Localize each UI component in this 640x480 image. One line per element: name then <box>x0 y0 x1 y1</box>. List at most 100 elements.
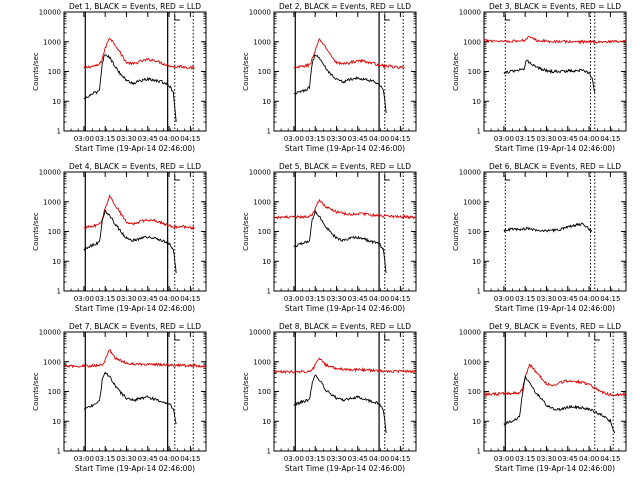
y-tick-label: 10000 <box>249 9 271 17</box>
bracket-glyph <box>594 334 600 341</box>
series-line-lld <box>483 363 627 397</box>
y-tick-label: 1 <box>57 288 61 296</box>
x-tick-label: 03:00 <box>494 295 514 303</box>
x-tick-label: 04:00 <box>369 455 389 463</box>
series-line-lld <box>63 349 207 369</box>
y-tick-label: 100 <box>258 68 271 76</box>
panel-title: Det 1, BLACK = Events, RED = LLD <box>69 2 201 11</box>
series-line-events <box>503 222 593 233</box>
x-axis-label: Start Time (19-Apr-14 02:46:00) <box>75 304 195 313</box>
x-tick-label: 04:15 <box>390 455 410 463</box>
x-tick-label: 03:45 <box>138 455 158 463</box>
panel-title: Det 7, BLACK = Events, RED = LLD <box>69 322 201 331</box>
x-tick-label: 03:30 <box>326 295 346 303</box>
y-tick-label: 1000 <box>253 38 271 46</box>
y-axis-label: Counts/sec <box>452 372 460 411</box>
x-tick-label: 03:30 <box>116 295 136 303</box>
y-tick-label: 10 <box>262 258 271 266</box>
series-line-events <box>83 209 177 274</box>
series-line-lld <box>293 37 405 70</box>
y-axis-label: Counts/sec <box>32 212 40 251</box>
y-tick-label: 1 <box>57 128 61 136</box>
y-tick-label: 10000 <box>249 169 271 177</box>
x-tick-label: 03:15 <box>515 455 535 463</box>
bracket-glyph <box>174 14 180 21</box>
x-tick-label: 03:45 <box>558 295 578 303</box>
x-tick-label: 03:15 <box>515 295 535 303</box>
y-tick-label: 10 <box>52 258 61 266</box>
x-tick-label: 03:45 <box>558 455 578 463</box>
x-tick-label: 03:30 <box>326 135 346 143</box>
y-tick-label: 1 <box>267 448 271 456</box>
x-tick-label: 03:45 <box>138 135 158 143</box>
x-axis-label: Start Time (19-Apr-14 02:46:00) <box>495 144 615 153</box>
y-tick-label: 10 <box>52 418 61 426</box>
y-axis-label: Counts/sec <box>32 52 40 91</box>
x-tick-label: 03:15 <box>95 135 115 143</box>
detector-panel-3: Det 3, BLACK = Events, RED = LLD 1 10 100 10… <box>452 2 627 153</box>
y-tick-label: 10000 <box>39 9 61 17</box>
series-line-events <box>503 59 596 93</box>
x-axis-label: Start Time (19-Apr-14 02:46:00) <box>285 144 405 153</box>
y-tick-label: 100 <box>258 388 271 396</box>
detector-panel-2: Det 2, BLACK = Events, RED = LLD 1 10 100 10… <box>242 2 417 153</box>
bracket-glyph <box>504 174 511 181</box>
x-tick-label: 03:30 <box>326 455 346 463</box>
y-tick-label: 100 <box>48 68 61 76</box>
y-tick-label: 1000 <box>463 198 481 206</box>
series-line-lld <box>273 198 417 220</box>
x-tick-label: 04:00 <box>159 135 179 143</box>
panel-title: Det 8, BLACK = Events, RED = LLD <box>279 322 411 331</box>
detector-panel-5: Det 5, BLACK = Events, RED = LLD 1 10 100 10… <box>242 162 417 313</box>
x-tick-label: 04:00 <box>579 295 599 303</box>
x-tick-label: 04:15 <box>390 295 410 303</box>
y-tick-label: 10 <box>262 418 271 426</box>
x-tick-label: 03:15 <box>515 135 535 143</box>
y-tick-label: 1000 <box>43 358 61 366</box>
x-axis-label: Start Time (19-Apr-14 02:46:00) <box>75 464 195 473</box>
bracket-glyph <box>384 334 390 341</box>
series-line-events <box>293 54 387 114</box>
x-tick-label: 04:00 <box>579 455 599 463</box>
x-tick-label: 03:45 <box>348 135 368 143</box>
bracket-glyph <box>174 334 180 341</box>
panel-title: Det 2, BLACK = Events, RED = LLD <box>279 2 411 11</box>
y-axis-label: Counts/sec <box>452 212 460 251</box>
detector-panel-4: Det 4, BLACK = Events, RED = LLD 1 10 100 10… <box>32 162 207 313</box>
x-tick-label: 03:15 <box>305 135 325 143</box>
x-tick-label: 04:00 <box>159 455 179 463</box>
x-tick-label: 03:45 <box>348 295 368 303</box>
y-tick-label: 10000 <box>39 169 61 177</box>
y-tick-label: 10000 <box>459 9 481 17</box>
x-tick-label: 04:00 <box>579 135 599 143</box>
y-tick-label: 10 <box>472 98 481 106</box>
x-tick-label: 04:15 <box>180 455 200 463</box>
y-tick-label: 1 <box>477 448 481 456</box>
x-tick-label: 03:30 <box>536 295 556 303</box>
x-tick-label: 04:15 <box>600 295 620 303</box>
y-tick-label: 100 <box>258 228 271 236</box>
x-tick-label: 04:15 <box>180 295 200 303</box>
panel-title: Det 3, BLACK = Events, RED = LLD <box>489 2 621 11</box>
x-tick-label: 03:00 <box>74 455 94 463</box>
series-line-events <box>503 375 616 434</box>
y-tick-label: 1000 <box>43 38 61 46</box>
x-tick-label: 03:30 <box>116 455 136 463</box>
y-tick-label: 10000 <box>249 329 271 337</box>
x-tick-label: 03:00 <box>494 135 514 143</box>
x-tick-label: 03:30 <box>116 135 136 143</box>
y-axis-label: Counts/sec <box>242 212 250 251</box>
y-tick-label: 1000 <box>43 198 61 206</box>
x-axis-label: Start Time (19-Apr-14 02:46:00) <box>75 144 195 153</box>
y-tick-label: 100 <box>468 228 481 236</box>
series-line-lld <box>83 37 195 70</box>
bracket-glyph <box>174 174 180 181</box>
series-line-lld <box>273 357 417 375</box>
y-tick-label: 1000 <box>463 38 481 46</box>
y-tick-label: 100 <box>48 388 61 396</box>
y-tick-label: 100 <box>468 68 481 76</box>
bracket-glyph <box>384 14 390 21</box>
y-axis-label: Counts/sec <box>32 372 40 411</box>
detector-panel-8: Det 8, BLACK = Events, RED = LLD 1 10 100 10… <box>242 322 417 473</box>
